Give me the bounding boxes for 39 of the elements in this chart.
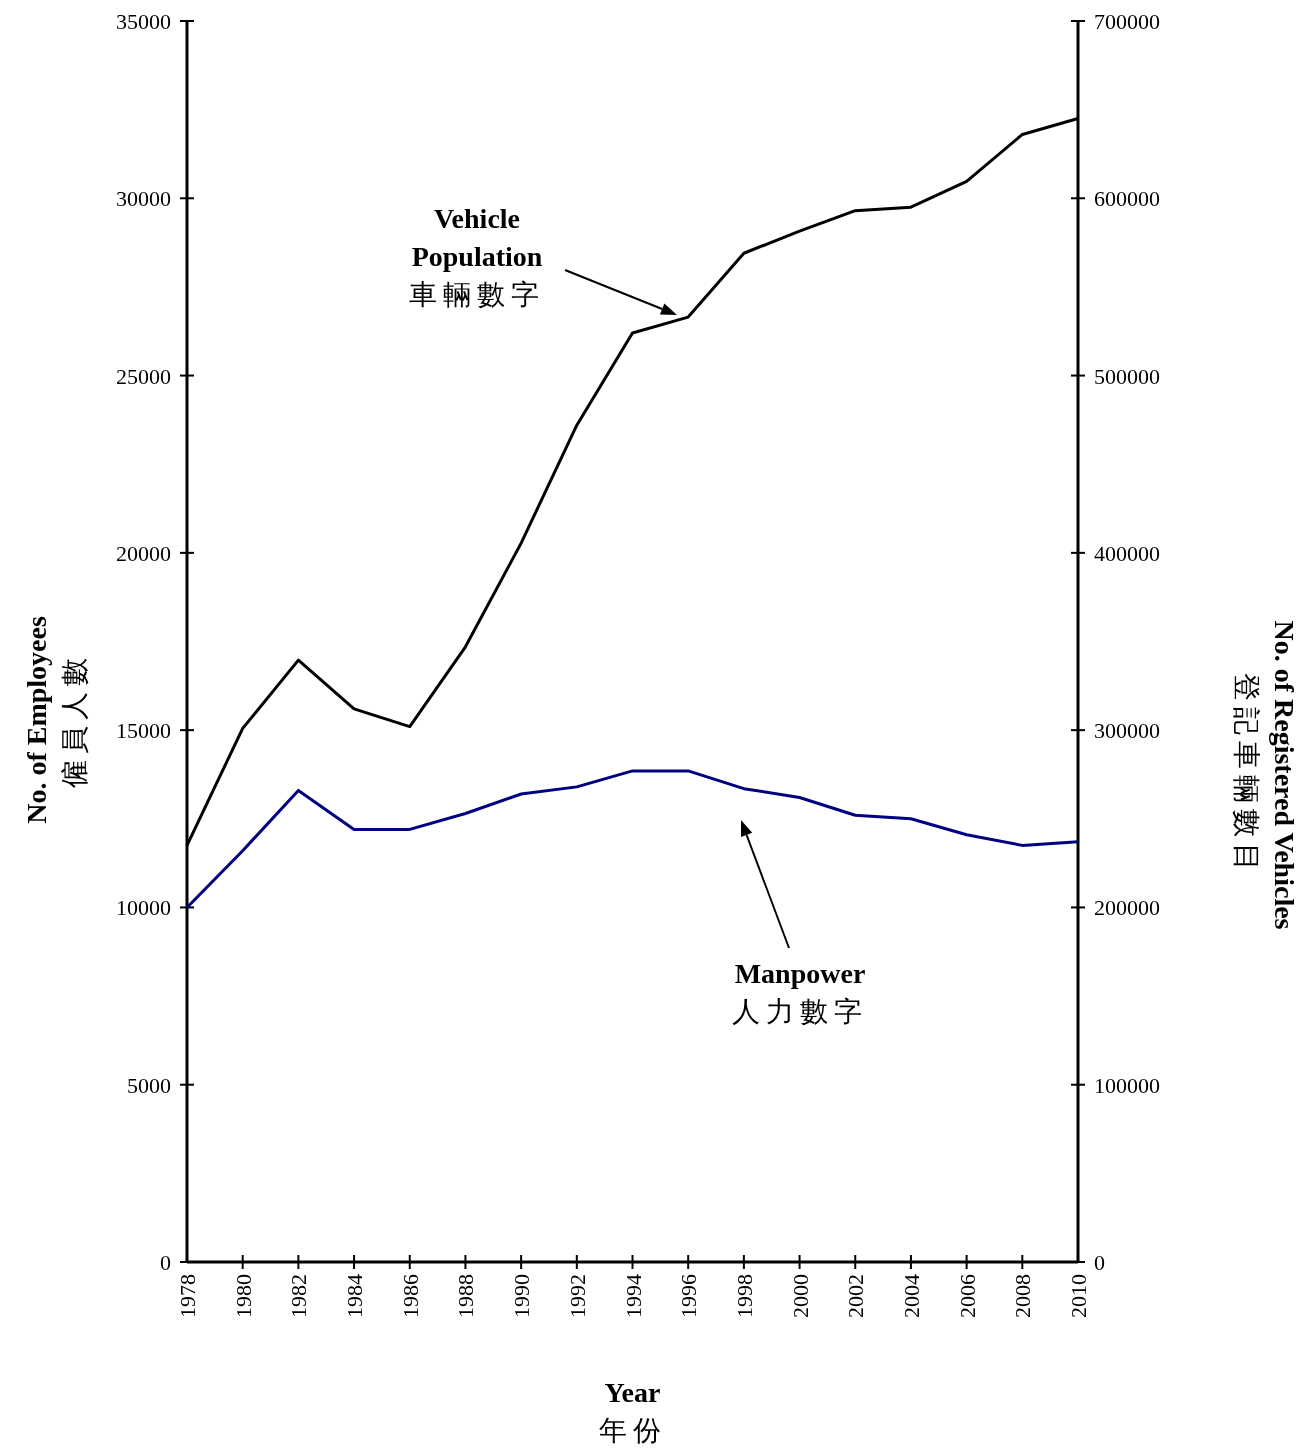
y-tick-label: 30000 (116, 186, 171, 212)
annotation: Vehicle Population 車輛數字 (409, 203, 545, 310)
y-axis-title: No. of Employees 僱員人數 (21, 616, 90, 824)
y2-tick-label: 200000 (1094, 895, 1160, 921)
y-tick-label: 35000 (116, 9, 171, 34)
x-tick-label: 1996 (676, 1274, 702, 1318)
x-tick-label: 1982 (286, 1274, 312, 1318)
x-tick-label: 1992 (564, 1274, 590, 1318)
x-tick-label: 1980 (230, 1274, 256, 1318)
x-tick-label: 2010 (1066, 1274, 1091, 1318)
y-tick-label: 20000 (116, 540, 171, 566)
x-tick-label: 1984 (342, 1274, 368, 1318)
y2-tick-label: 300000 (1094, 718, 1160, 744)
y-tick-label: 5000 (127, 1072, 171, 1098)
y-tick-label: 15000 (116, 718, 171, 744)
x-tick-label: 1988 (453, 1274, 479, 1318)
x-tick-label: 2000 (787, 1274, 813, 1318)
y-tick-label: 0 (160, 1250, 171, 1275)
y2-tick-label: 100000 (1094, 1072, 1160, 1098)
y2-tick-label: 700000 (1094, 9, 1160, 34)
x-tick-label: 1994 (620, 1274, 646, 1318)
x-tick-label: 1990 (509, 1274, 535, 1318)
y2-tick-label: 600000 (1094, 186, 1160, 212)
y2-tick-label: 0 (1094, 1250, 1105, 1275)
annotation: Manpower 人力數字 (732, 958, 868, 1027)
x-tick-label: 2004 (898, 1274, 924, 1318)
y2-axis-title: No. of Registered Vehicles 登記車輛數目 (1231, 620, 1300, 930)
y2-tick-label: 400000 (1094, 540, 1160, 566)
x-tick-label: 2002 (843, 1274, 869, 1318)
x-tick-label: 1998 (731, 1274, 757, 1318)
y-tick-label: 25000 (116, 363, 171, 389)
line-series (185, 769, 1080, 909)
x-axis-title: Year 年份 (598, 1377, 667, 1446)
x-tick-label: 2006 (954, 1274, 980, 1318)
y2-tick-label: 500000 (1094, 363, 1160, 389)
x-tick-label: 1978 (175, 1274, 200, 1318)
x-tick-label: 2008 (1010, 1274, 1036, 1318)
y-tick-label: 10000 (116, 895, 171, 921)
x-tick-label: 1986 (397, 1274, 423, 1318)
